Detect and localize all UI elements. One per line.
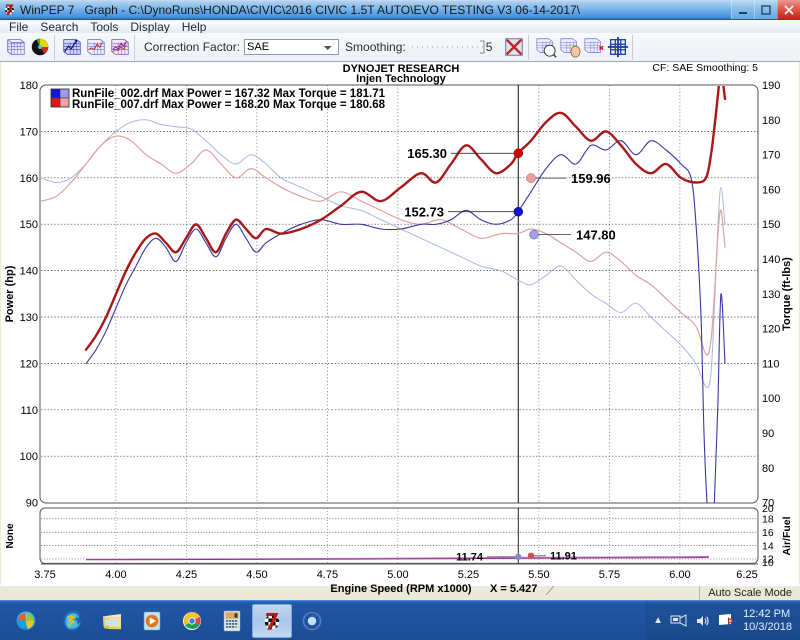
svg-text:5.25: 5.25 — [458, 569, 479, 581]
svg-text:6.00: 6.00 — [669, 569, 690, 581]
svg-text:5.00: 5.00 — [387, 569, 408, 581]
svg-text:RunFile_007.drf Max Power = 16: RunFile_007.drf Max Power = 168.20 Max T… — [72, 99, 386, 111]
svg-text:X = 5.427: X = 5.427 — [490, 583, 537, 595]
svg-text:140: 140 — [20, 266, 38, 278]
svg-text:170: 170 — [762, 150, 780, 162]
svg-text:165.30: 165.30 — [407, 146, 447, 161]
svg-text:Air/Fuel: Air/Fuel — [781, 516, 793, 555]
svg-text:180: 180 — [20, 80, 38, 92]
svg-text:Injen Technology: Injen Technology — [356, 73, 447, 85]
svg-text:4.50: 4.50 — [246, 569, 267, 581]
svg-text:100: 100 — [20, 451, 38, 463]
svg-text:11.74: 11.74 — [456, 552, 484, 564]
svg-text:16: 16 — [762, 527, 774, 539]
svg-text:90: 90 — [762, 428, 774, 440]
svg-text:110: 110 — [762, 358, 780, 370]
svg-text:5.50: 5.50 — [528, 569, 549, 581]
svg-text:11.91: 11.91 — [550, 551, 577, 563]
svg-text:Engine Speed (RPM x1000): Engine Speed (RPM x1000) — [330, 583, 472, 595]
svg-text:90: 90 — [26, 498, 38, 510]
svg-text:CF: SAE Smoothing: 5: CF: SAE Smoothing: 5 — [652, 62, 758, 74]
svg-text:120: 120 — [20, 358, 38, 370]
svg-text:6.25: 6.25 — [736, 569, 757, 581]
svg-text:10: 10 — [762, 557, 774, 569]
svg-text:152.73: 152.73 — [404, 205, 444, 220]
svg-text:Torque (ft-lbs): Torque (ft-lbs) — [781, 257, 793, 331]
svg-text:150: 150 — [762, 219, 780, 231]
svg-text:180: 180 — [762, 115, 780, 127]
svg-text:Power (hp): Power (hp) — [4, 265, 16, 322]
svg-text:14: 14 — [762, 540, 774, 552]
svg-text:4.75: 4.75 — [317, 569, 338, 581]
svg-text:4.00: 4.00 — [105, 569, 126, 581]
svg-text:160: 160 — [762, 184, 780, 196]
svg-text:150: 150 — [20, 219, 38, 231]
svg-text:147.80: 147.80 — [576, 228, 616, 243]
svg-text:3.75: 3.75 — [34, 569, 55, 581]
svg-text:160: 160 — [20, 173, 38, 185]
svg-text:159.96: 159.96 — [571, 171, 611, 186]
svg-text:130: 130 — [20, 312, 38, 324]
svg-text:5.75: 5.75 — [599, 569, 620, 581]
svg-text:120: 120 — [762, 324, 780, 336]
svg-text:140: 140 — [762, 254, 780, 266]
svg-text:110: 110 — [20, 405, 38, 417]
svg-text:18: 18 — [762, 514, 774, 526]
svg-text:80: 80 — [762, 463, 774, 475]
svg-text:190: 190 — [762, 80, 780, 92]
svg-text:170: 170 — [20, 126, 38, 138]
svg-text:None: None — [5, 523, 16, 548]
svg-text:100: 100 — [762, 393, 780, 405]
svg-text:130: 130 — [762, 289, 780, 301]
svg-text:4.25: 4.25 — [176, 569, 197, 581]
